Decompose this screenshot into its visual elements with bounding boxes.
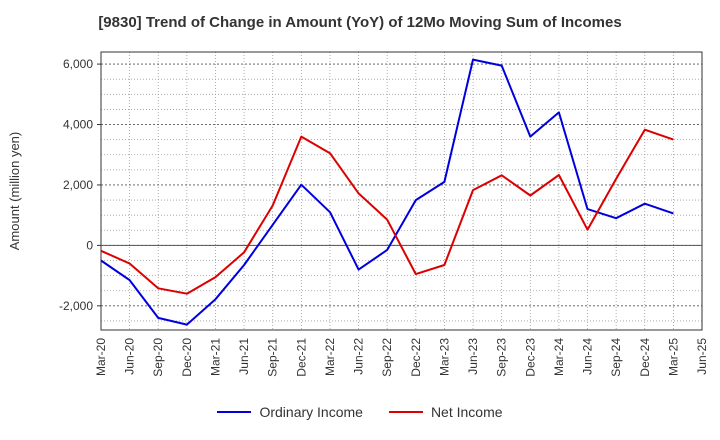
tick-labels: Mar-20 Jun-20 Sep-20 Dec-20 Mar-21 Jun-21 Sep-… bbox=[59, 57, 709, 377]
y-tick-label: 6,000 bbox=[63, 57, 93, 71]
series-lines bbox=[100, 58, 674, 326]
chart-title: [9830] Trend of Change in Amount (YoY) o… bbox=[98, 14, 622, 31]
x-tick-label: Jun-20 bbox=[123, 338, 137, 375]
legend-swatch-ordinary-income bbox=[217, 411, 252, 413]
x-tick-label: Dec-23 bbox=[523, 338, 537, 377]
legend-label-ordinary-income: Ordinary Income bbox=[259, 404, 363, 420]
x-tick-label: Mar-22 bbox=[323, 338, 337, 376]
x-tick-label: Jun-22 bbox=[352, 338, 366, 375]
x-tick-label: Sep-20 bbox=[151, 338, 165, 377]
y-axis-title: Amount (million yen) bbox=[7, 132, 22, 251]
axes bbox=[97, 51, 703, 331]
y-tick-label: 2,000 bbox=[63, 178, 93, 192]
x-tick-label: Jun-24 bbox=[581, 338, 595, 375]
x-tick-label: Sep-23 bbox=[495, 338, 509, 377]
series-line-net-income bbox=[100, 128, 674, 295]
x-tick-label: Sep-21 bbox=[266, 338, 280, 377]
x-tick-label: Mar-25 bbox=[666, 338, 680, 376]
x-tick-label: Mar-23 bbox=[437, 338, 451, 376]
x-tick-label: Dec-21 bbox=[294, 338, 308, 377]
grid-lines bbox=[100, 52, 703, 330]
plot-area-border bbox=[100, 51, 703, 331]
x-tick-label: Jun-23 bbox=[466, 338, 480, 375]
x-tick-label: Sep-22 bbox=[380, 338, 394, 377]
x-tick-label: Dec-24 bbox=[638, 338, 652, 377]
legend-swatch-net-income bbox=[388, 411, 423, 413]
x-tick-label: Dec-22 bbox=[409, 338, 423, 377]
x-tick-label: Mar-24 bbox=[552, 338, 566, 376]
x-tick-label: Sep-24 bbox=[609, 338, 623, 377]
x-tick-label: Jun-25 bbox=[695, 338, 709, 375]
x-tick-label: Mar-20 bbox=[94, 338, 108, 376]
y-tick-label: 0 bbox=[86, 238, 93, 252]
x-tick-label: Dec-20 bbox=[180, 338, 194, 377]
x-tick-label: Mar-21 bbox=[208, 338, 222, 376]
y-tick-label: -2,000 bbox=[59, 299, 93, 313]
x-tick-label: Jun-21 bbox=[237, 338, 251, 375]
legend-item-ordinary-income: Ordinary Income bbox=[217, 404, 363, 420]
legend-item-net-income: Net Income bbox=[388, 404, 503, 420]
series-line-ordinary-income bbox=[100, 58, 674, 326]
legend-label-net-income: Net Income bbox=[430, 404, 503, 420]
legend: Ordinary Income Net Income bbox=[0, 404, 720, 420]
y-tick-label: 4,000 bbox=[63, 118, 93, 132]
